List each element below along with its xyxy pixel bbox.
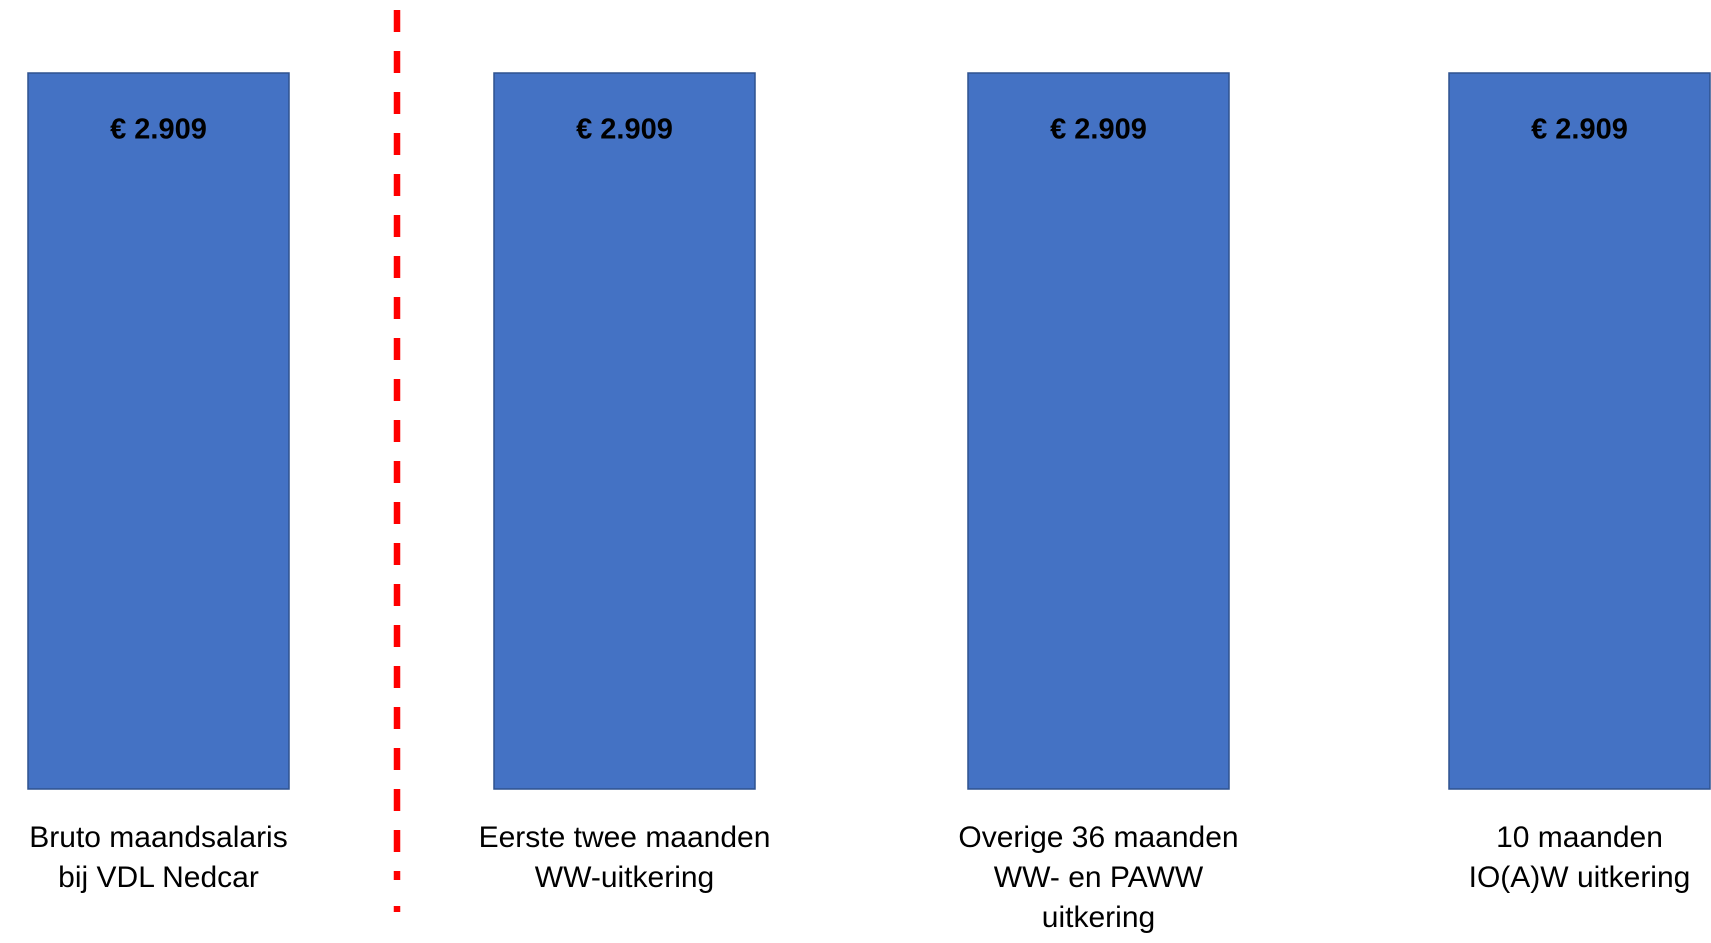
bar <box>27 72 290 790</box>
category-label: WW-uitkering <box>535 861 714 894</box>
bar <box>493 72 756 790</box>
value-label: € 2.909 <box>576 114 673 146</box>
bar <box>1448 72 1711 790</box>
value-label: € 2.909 <box>110 114 207 146</box>
category-label: 10 maanden <box>1496 821 1663 854</box>
category-label: Overige 36 maanden <box>958 821 1238 854</box>
category-label: IO(A)W uitkering <box>1469 861 1691 894</box>
value-label: € 2.909 <box>1050 114 1147 146</box>
value-label: € 2.909 <box>1531 114 1628 146</box>
category-label: WW- en PAWW <box>994 861 1204 894</box>
category-label: Bruto maandsalaris <box>29 821 287 854</box>
bar <box>967 72 1230 790</box>
category-label: uitkering <box>1042 901 1155 934</box>
category-label: bij VDL Nedcar <box>58 861 259 894</box>
category-label: Eerste twee maanden <box>479 821 771 854</box>
